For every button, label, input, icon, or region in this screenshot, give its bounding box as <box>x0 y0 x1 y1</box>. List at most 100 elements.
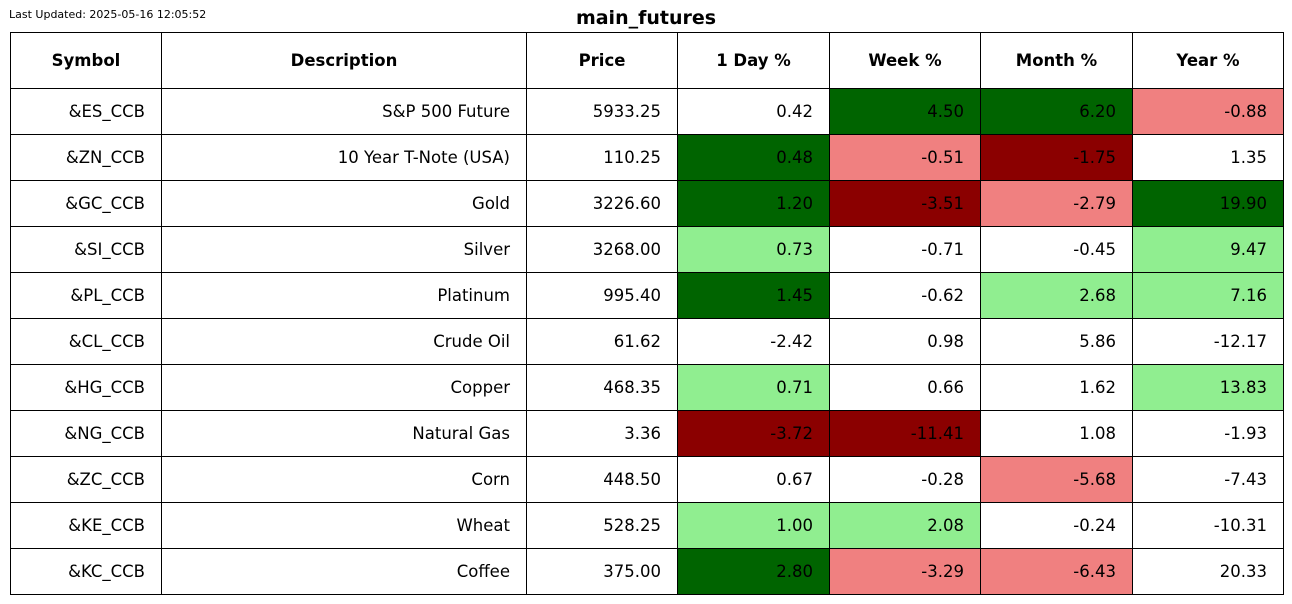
symbol-cell: &NG_CCB <box>10 410 162 457</box>
table-row: &GC_CCB Gold 3226.60 1.20 -3.51 -2.79 19.90 <box>10 180 1284 227</box>
description-cell: Copper <box>161 364 527 411</box>
week-pct-cell: -0.62 <box>829 272 981 319</box>
year-pct-cell: 13.83 <box>1132 364 1284 411</box>
column-header-price: Price <box>526 32 678 89</box>
table-row: &ZC_CCB Corn 448.50 0.67 -0.28 -5.68 -7.43 <box>10 456 1284 503</box>
year-pct-cell: 20.33 <box>1132 548 1284 595</box>
symbol-cell: &SI_CCB <box>10 226 162 273</box>
description-cell: Crude Oil <box>161 318 527 365</box>
table-row: &SI_CCB Silver 3268.00 0.73 -0.71 -0.45 9.47 <box>10 226 1284 273</box>
price-cell: 528.25 <box>526 502 678 549</box>
week-pct-cell: -3.29 <box>829 548 981 595</box>
table-row: &ES_CCB S&P 500 Future 5933.25 0.42 4.50 6.20… <box>10 88 1284 135</box>
column-header-week-pct: Week % <box>829 32 981 89</box>
price-cell: 3268.00 <box>526 226 678 273</box>
month-pct-cell: -1.75 <box>980 134 1133 181</box>
week-pct-cell: -3.51 <box>829 180 981 227</box>
year-pct-cell: -0.88 <box>1132 88 1284 135</box>
column-header-1day-pct: 1 Day % <box>677 32 830 89</box>
price-cell: 5933.25 <box>526 88 678 135</box>
day-pct-cell: 1.00 <box>677 502 830 549</box>
price-cell: 375.00 <box>526 548 678 595</box>
symbol-cell: &ZN_CCB <box>10 134 162 181</box>
description-cell: Natural Gas <box>161 410 527 457</box>
symbol-cell: &PL_CCB <box>10 272 162 319</box>
description-cell: S&P 500 Future <box>161 88 527 135</box>
month-pct-cell: -0.45 <box>980 226 1133 273</box>
day-pct-cell: 0.67 <box>677 456 830 503</box>
price-cell: 995.40 <box>526 272 678 319</box>
table-row: &PL_CCB Platinum 995.40 1.45 -0.62 2.68 7.16 <box>10 272 1284 319</box>
month-pct-cell: 6.20 <box>980 88 1133 135</box>
table-row: &CL_CCB Crude Oil 61.62 -2.42 0.98 5.86 -12.17 <box>10 318 1284 365</box>
symbol-cell: &ZC_CCB <box>10 456 162 503</box>
last-updated-label: Last Updated: 2025-05-16 12:05:52 <box>9 8 207 21</box>
year-pct-cell: 1.35 <box>1132 134 1284 181</box>
day-pct-cell: 2.80 <box>677 548 830 595</box>
table-row: &NG_CCB Natural Gas 3.36 -3.72 -11.41 1.08 -1.… <box>10 410 1284 457</box>
month-pct-cell: -6.43 <box>980 548 1133 595</box>
week-pct-cell: 0.98 <box>829 318 981 365</box>
column-header-symbol: Symbol <box>10 32 162 89</box>
price-cell: 468.35 <box>526 364 678 411</box>
year-pct-cell: -10.31 <box>1132 502 1284 549</box>
description-cell: Corn <box>161 456 527 503</box>
day-pct-cell: 0.42 <box>677 88 830 135</box>
week-pct-cell: -0.71 <box>829 226 981 273</box>
week-pct-cell: -0.28 <box>829 456 981 503</box>
month-pct-cell: -0.24 <box>980 502 1133 549</box>
price-cell: 61.62 <box>526 318 678 365</box>
week-pct-cell: -0.51 <box>829 134 981 181</box>
description-cell: Silver <box>161 226 527 273</box>
table-row: &KC_CCB Coffee 375.00 2.80 -3.29 -6.43 20.33 <box>10 548 1284 595</box>
symbol-cell: &KC_CCB <box>10 548 162 595</box>
month-pct-cell: 1.08 <box>980 410 1133 457</box>
day-pct-cell: 1.20 <box>677 180 830 227</box>
table-row: &HG_CCB Copper 468.35 0.71 0.66 1.62 13.83 <box>10 364 1284 411</box>
description-cell: Gold <box>161 180 527 227</box>
description-cell: Wheat <box>161 502 527 549</box>
price-cell: 3226.60 <box>526 180 678 227</box>
description-cell: Coffee <box>161 548 527 595</box>
day-pct-cell: -2.42 <box>677 318 830 365</box>
symbol-cell: &KE_CCB <box>10 502 162 549</box>
description-cell: Platinum <box>161 272 527 319</box>
day-pct-cell: 0.48 <box>677 134 830 181</box>
symbol-cell: &HG_CCB <box>10 364 162 411</box>
symbol-cell: &CL_CCB <box>10 318 162 365</box>
month-pct-cell: 1.62 <box>980 364 1133 411</box>
table-row: &ZN_CCB 10 Year T-Note (USA) 110.25 0.48 -0.… <box>10 134 1284 181</box>
column-header-description: Description <box>161 32 527 89</box>
week-pct-cell: 2.08 <box>829 502 981 549</box>
table-row: &KE_CCB Wheat 528.25 1.00 2.08 -0.24 -10.31 <box>10 502 1284 549</box>
header-row: Symbol Description Price 1 Day % Week % … <box>10 32 1284 89</box>
week-pct-cell: -11.41 <box>829 410 981 457</box>
week-pct-cell: 4.50 <box>829 88 981 135</box>
year-pct-cell: -12.17 <box>1132 318 1284 365</box>
day-pct-cell: 0.71 <box>677 364 830 411</box>
price-cell: 3.36 <box>526 410 678 457</box>
column-header-month-pct: Month % <box>980 32 1133 89</box>
price-cell: 110.25 <box>526 134 678 181</box>
year-pct-cell: 9.47 <box>1132 226 1284 273</box>
table-body: &ES_CCB S&P 500 Future 5933.25 0.42 4.50 6.20… <box>10 88 1284 595</box>
week-pct-cell: 0.66 <box>829 364 981 411</box>
futures-table: Symbol Description Price 1 Day % Week % … <box>10 32 1284 595</box>
symbol-cell: &ES_CCB <box>10 88 162 135</box>
description-cell: 10 Year T-Note (USA) <box>161 134 527 181</box>
month-pct-cell: -5.68 <box>980 456 1133 503</box>
table-title: main_futures <box>575 7 717 29</box>
column-header-year-pct: Year % <box>1132 32 1284 89</box>
day-pct-cell: -3.72 <box>677 410 830 457</box>
year-pct-cell: 7.16 <box>1132 272 1284 319</box>
month-pct-cell: 5.86 <box>980 318 1133 365</box>
year-pct-cell: 19.90 <box>1132 180 1284 227</box>
symbol-cell: &GC_CCB <box>10 180 162 227</box>
year-pct-cell: -1.93 <box>1132 410 1284 457</box>
month-pct-cell: 2.68 <box>980 272 1133 319</box>
month-pct-cell: -2.79 <box>980 180 1133 227</box>
day-pct-cell: 0.73 <box>677 226 830 273</box>
price-cell: 448.50 <box>526 456 678 503</box>
year-pct-cell: -7.43 <box>1132 456 1284 503</box>
day-pct-cell: 1.45 <box>677 272 830 319</box>
